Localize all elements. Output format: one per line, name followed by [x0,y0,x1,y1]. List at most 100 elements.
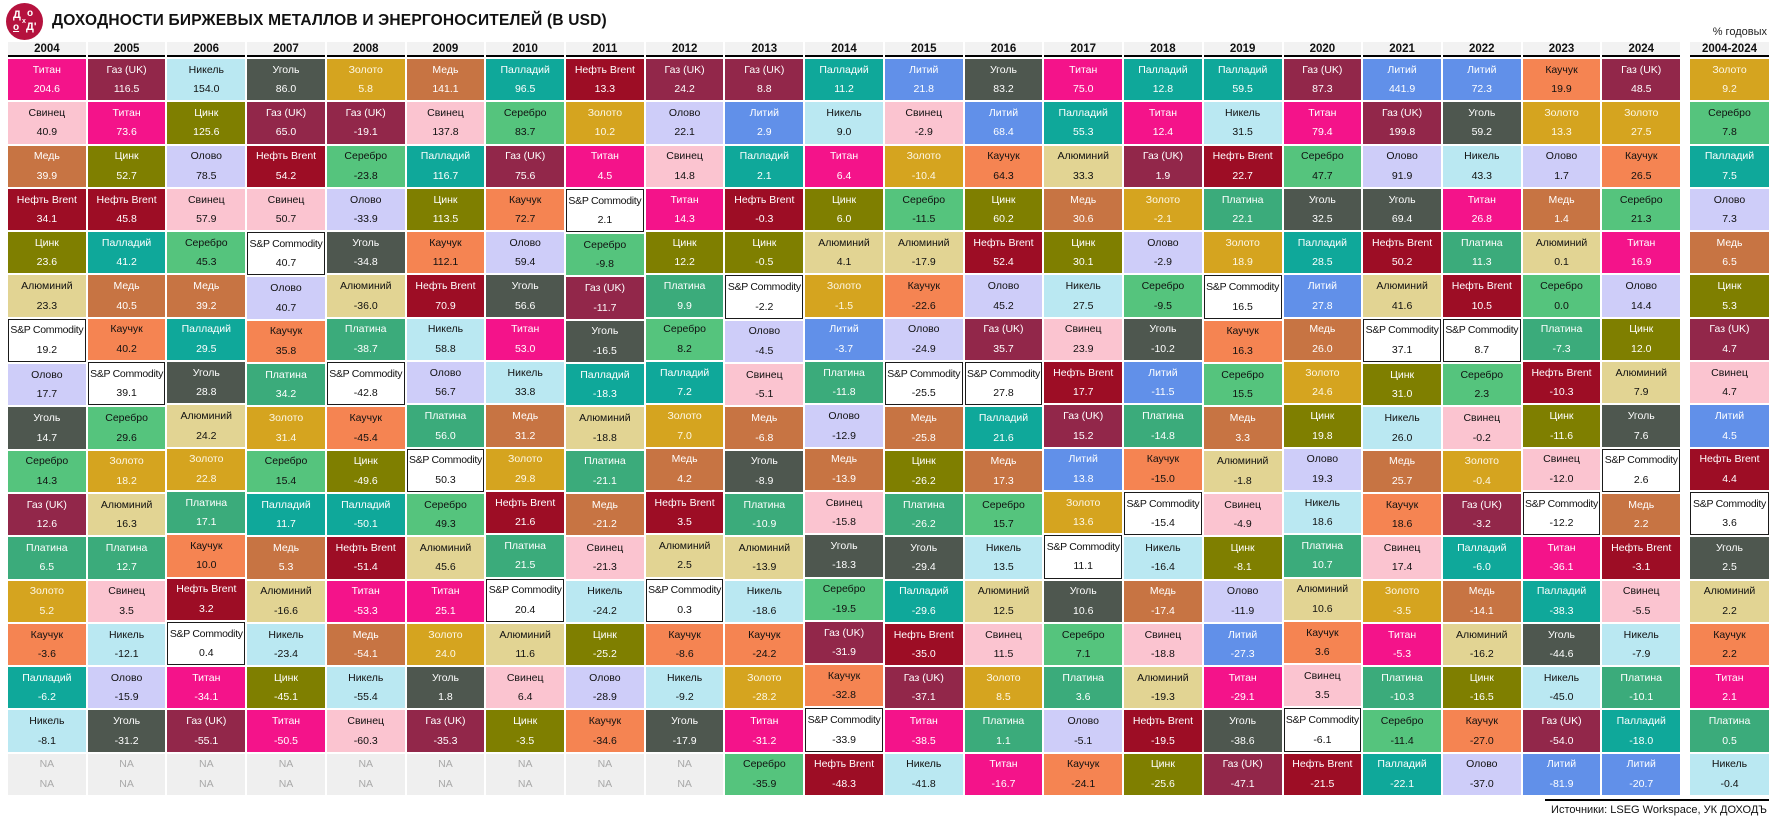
return-value: 27.5 [1072,299,1094,312]
return-cell: Нефть Brent 52.4 [964,232,1043,274]
return-cell: Уголь 7.6 [1602,405,1681,447]
return-value: 45.3 [196,256,217,269]
return-value: 14.7 [36,431,58,444]
commodity-name: Нефть Brent [1611,541,1672,554]
return-cell: Нефть Brent 21.6 [486,491,565,534]
return-cell: Серебро 8.2 [645,318,724,361]
commodity-name: Серебро [424,498,467,511]
commodity-name: NA [39,758,55,771]
return-cell: Палладий 11.7 [247,493,325,536]
return-cell: Платина 0.5 [1690,710,1769,752]
return-cell: Цинк 52.7 [87,145,166,187]
commodity-name: Титан [431,585,460,598]
return-cell: Газ (UK) -11.7 [566,277,644,319]
return-value: 2.6 [1633,473,1649,486]
return-value: 18.6 [1391,518,1413,531]
return-cell: Литий -11.5 [1124,362,1202,404]
commodity-name: Никель [1464,150,1500,163]
return-cell: Цинк 30.1 [1044,232,1123,274]
commodity-name: Медь [1070,193,1097,206]
commodity-name: Медь [1229,412,1256,425]
commodity-name: Свинец [1622,585,1660,598]
return-cell: Газ (UK) 65.0 [247,102,325,144]
return-value: -16.5 [592,344,617,357]
return-cell: Серебро 21.3 [1602,188,1681,231]
commodity-name: Серебро [1460,368,1504,381]
commodity-name: Олово [1386,150,1418,163]
return-cell: Свинец -5.5 [1602,580,1681,622]
return-cell: Цинк -25.2 [566,623,644,666]
return-cell: Палладий 116.7 [406,145,485,187]
return-value: 2.3 [1474,388,1490,401]
return-cell: Алюминий 2.5 [645,535,724,577]
return-value: 0.1 [1554,256,1569,269]
commodity-name: Литий [988,106,1019,119]
commodity-name: Палладий [739,150,789,163]
return-value: 13.6 [1072,516,1094,529]
return-cell: Уголь -44.6 [1522,623,1601,666]
return-value: -4.5 [755,344,774,357]
return-cell: Титан -29.1 [1203,667,1282,709]
return-cell: Газ (UK) -47.1 [1203,753,1282,796]
commodity-name: Каучук [668,628,701,641]
return-value: 87.3 [1312,83,1333,96]
return-cell: Олово 7.3 [1690,188,1769,231]
commodity-name: Платина [504,539,546,552]
return-value: -3.5 [516,734,535,747]
commodity-name: Олово [1306,453,1339,466]
return-value: 15.2 [1072,429,1094,442]
commodity-name: Нефть Brent [734,193,795,206]
commodity-name: Платина [185,496,228,509]
commodity-name: Золото [986,671,1021,684]
return-value: -38.7 [353,342,378,355]
return-cell: S&P Commodity 27.8 [964,362,1043,406]
commodity-name: Титан [590,150,619,163]
return-value: 11.5 [993,648,1014,660]
commodity-name: NA [278,758,294,771]
commodity-name: S&P Commodity [1285,714,1359,727]
commodity-name: Титан [1308,106,1337,119]
return-value: -0.5 [755,256,774,269]
return-cell: Золото -28.2 [725,667,804,709]
commodity-name: Палладий [420,150,471,163]
commodity-name: Серебро [1380,715,1424,728]
commodity-name: Никель [906,758,942,771]
commodity-name: S&P Commodity [1206,281,1280,294]
commodity-name: Титан [829,150,859,163]
return-cell: Никель 58.8 [406,318,485,361]
commodity-name: Каучук [827,669,861,682]
return-cell: S&P Commodity -15.4 [1124,491,1202,536]
commodity-name: Палладий [659,366,710,379]
return-value: 41.6 [1391,299,1413,312]
return-cell: Нефть Brent -10.3 [1522,362,1601,404]
return-cell: Свинец -5.1 [725,364,804,406]
commodity-name: Платина [982,715,1025,728]
return-cell: Палладий 41.2 [87,232,166,274]
return-cell: Олово -5.1 [1044,710,1123,752]
return-value: -12.1 [114,648,139,660]
return-cell: Алюминий -16.6 [247,580,325,622]
return-value: 21.3 [1631,213,1652,226]
return-cell: Олово -33.9 [326,188,405,231]
return-value: 15.4 [275,474,297,487]
commodity-name: Цинк [1469,671,1494,684]
return-value: 1.4 [1554,213,1569,226]
commodity-name: Олово [110,671,143,684]
commodity-name: Никель [29,715,65,728]
commodity-name: Палладий [1058,106,1108,119]
return-cell: S&P Commodity 11.1 [1044,535,1123,579]
return-cell: Свинец 57.9 [167,188,246,231]
return-cell: Никель -7.9 [1602,623,1681,666]
commodity-name: Олово [908,323,940,336]
return-value: 26.8 [1471,213,1493,226]
return-cell: Газ (UK) -3.2 [1442,493,1521,536]
commodity-name: Золото [29,585,65,598]
commodity-name: Золото [508,453,543,466]
commodity-name: Палладий [1297,236,1348,249]
commodity-name: S&P Commodity [1046,540,1120,553]
return-cell: Литий 2.9 [725,102,804,144]
return-value: 21.8 [913,83,934,96]
return-value: -28.9 [592,691,617,704]
return-value: -11.6 [1549,429,1574,442]
commodity-name: Литий [749,106,779,119]
